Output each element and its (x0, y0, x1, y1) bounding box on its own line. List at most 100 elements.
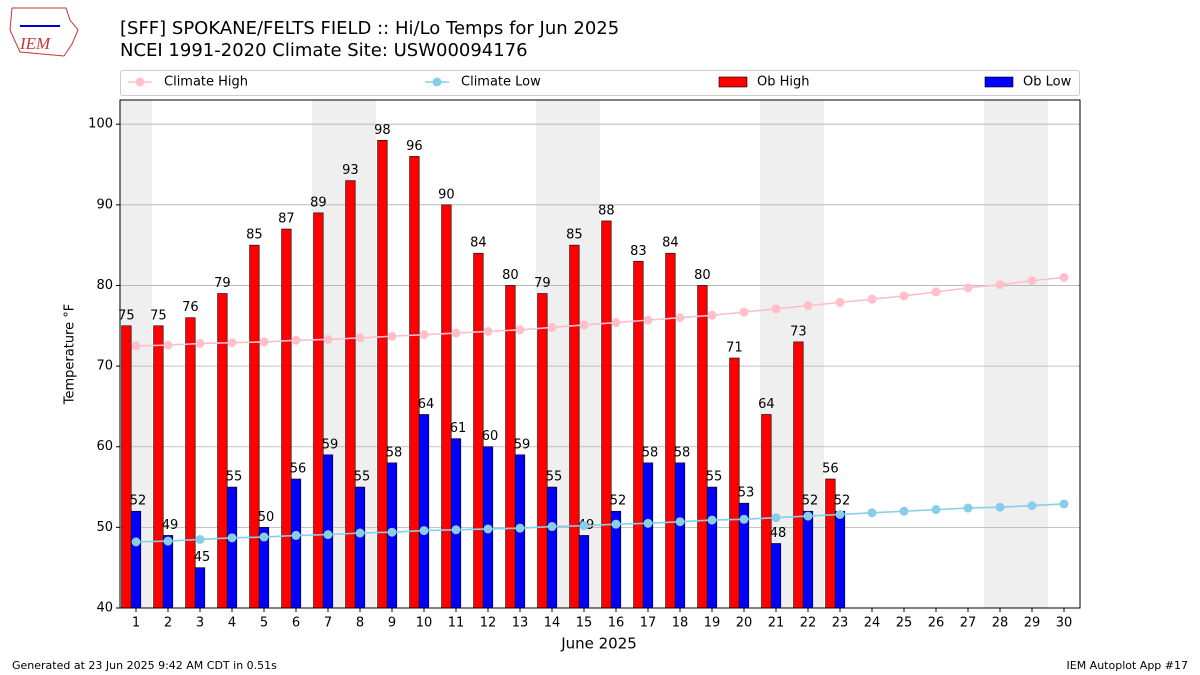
bar (377, 140, 388, 609)
marker (803, 301, 813, 311)
value-label: 50 (258, 510, 275, 525)
marker (419, 526, 429, 536)
bar (761, 414, 772, 609)
value-label: 83 (630, 244, 647, 259)
x-tick-label: 6 (292, 616, 300, 631)
value-label: 52 (834, 494, 851, 509)
value-label: 71 (726, 341, 743, 356)
x-tick-label: 13 (512, 616, 529, 631)
marker (259, 337, 269, 347)
bar (313, 212, 324, 609)
value-label: 52 (610, 494, 627, 509)
value-label: 90 (438, 187, 455, 202)
value-label: 55 (706, 470, 723, 485)
value-label: 60 (482, 429, 499, 444)
marker (483, 524, 493, 534)
value-label: 75 (150, 308, 167, 323)
bar (121, 325, 132, 609)
legend-marker (432, 77, 442, 87)
legend-swatch (984, 76, 1014, 88)
marker (227, 533, 237, 543)
marker (739, 307, 749, 317)
x-tick-label: 22 (800, 616, 817, 631)
weekend (984, 100, 1048, 608)
marker (1059, 499, 1069, 509)
value-label: 56 (290, 461, 307, 476)
value-label: 73 (790, 324, 807, 339)
marker (899, 291, 909, 301)
bar (441, 204, 452, 609)
bar (665, 252, 676, 609)
bar (546, 486, 558, 609)
footer-right: IEM Autoplot App #17 (1067, 659, 1189, 672)
x-tick-label: 15 (576, 616, 593, 631)
marker (323, 530, 333, 540)
bar (642, 462, 654, 609)
chart-subtitle: NCEI 1991-2020 Climate Site: USW00094176 (120, 40, 528, 61)
marker (1059, 272, 1069, 282)
marker (131, 341, 141, 351)
bar (130, 510, 142, 609)
x-tick-label: 10 (416, 616, 433, 631)
value-label: 79 (214, 276, 231, 291)
marker (483, 326, 493, 336)
value-label: 52 (130, 494, 147, 509)
x-tick-label: 28 (992, 616, 1009, 631)
value-label: 55 (226, 470, 243, 485)
marker (643, 315, 653, 325)
bar (569, 244, 580, 609)
bar (706, 486, 718, 609)
marker (355, 528, 365, 538)
marker (867, 508, 877, 518)
marker (515, 523, 525, 533)
marker (771, 513, 781, 523)
value-label: 76 (182, 300, 199, 315)
marker (131, 537, 141, 547)
marker (995, 280, 1005, 290)
bar (409, 156, 420, 609)
value-label: 55 (546, 470, 563, 485)
marker (419, 330, 429, 340)
bar (354, 486, 366, 609)
x-tick-label: 7 (324, 616, 332, 631)
y-tick-label: 90 (96, 197, 113, 212)
bar (834, 510, 846, 609)
marker (579, 521, 589, 531)
value-label: 64 (758, 397, 775, 412)
marker (579, 320, 589, 330)
marker (227, 338, 237, 348)
x-tick-label: 29 (1024, 616, 1041, 631)
marker (643, 518, 653, 528)
marker (163, 536, 173, 546)
x-axis-label: June 2025 (560, 635, 637, 653)
bar (281, 228, 292, 609)
bar (217, 293, 228, 609)
value-label: 98 (374, 123, 391, 138)
logo: IEM (9, 7, 79, 57)
value-label: 58 (674, 445, 691, 460)
bar (290, 478, 302, 609)
value-label: 89 (310, 195, 327, 210)
marker (835, 297, 845, 307)
x-tick-label: 4 (228, 616, 236, 631)
marker (803, 511, 813, 521)
marker (291, 335, 301, 345)
value-label: 64 (418, 397, 435, 412)
x-tick-label: 12 (480, 616, 497, 631)
bar (802, 510, 814, 609)
x-tick-label: 20 (736, 616, 753, 631)
marker (835, 509, 845, 519)
value-label: 93 (342, 163, 359, 178)
x-tick-label: 21 (768, 616, 785, 631)
value-label: 79 (534, 276, 551, 291)
marker (931, 287, 941, 297)
value-label: 49 (162, 518, 179, 533)
y-tick-label: 80 (96, 278, 113, 293)
value-label: 75 (118, 308, 135, 323)
marker (323, 334, 333, 344)
marker (163, 340, 173, 350)
bar (153, 325, 164, 609)
bar (418, 414, 430, 609)
plot-frame (119, 99, 1081, 609)
